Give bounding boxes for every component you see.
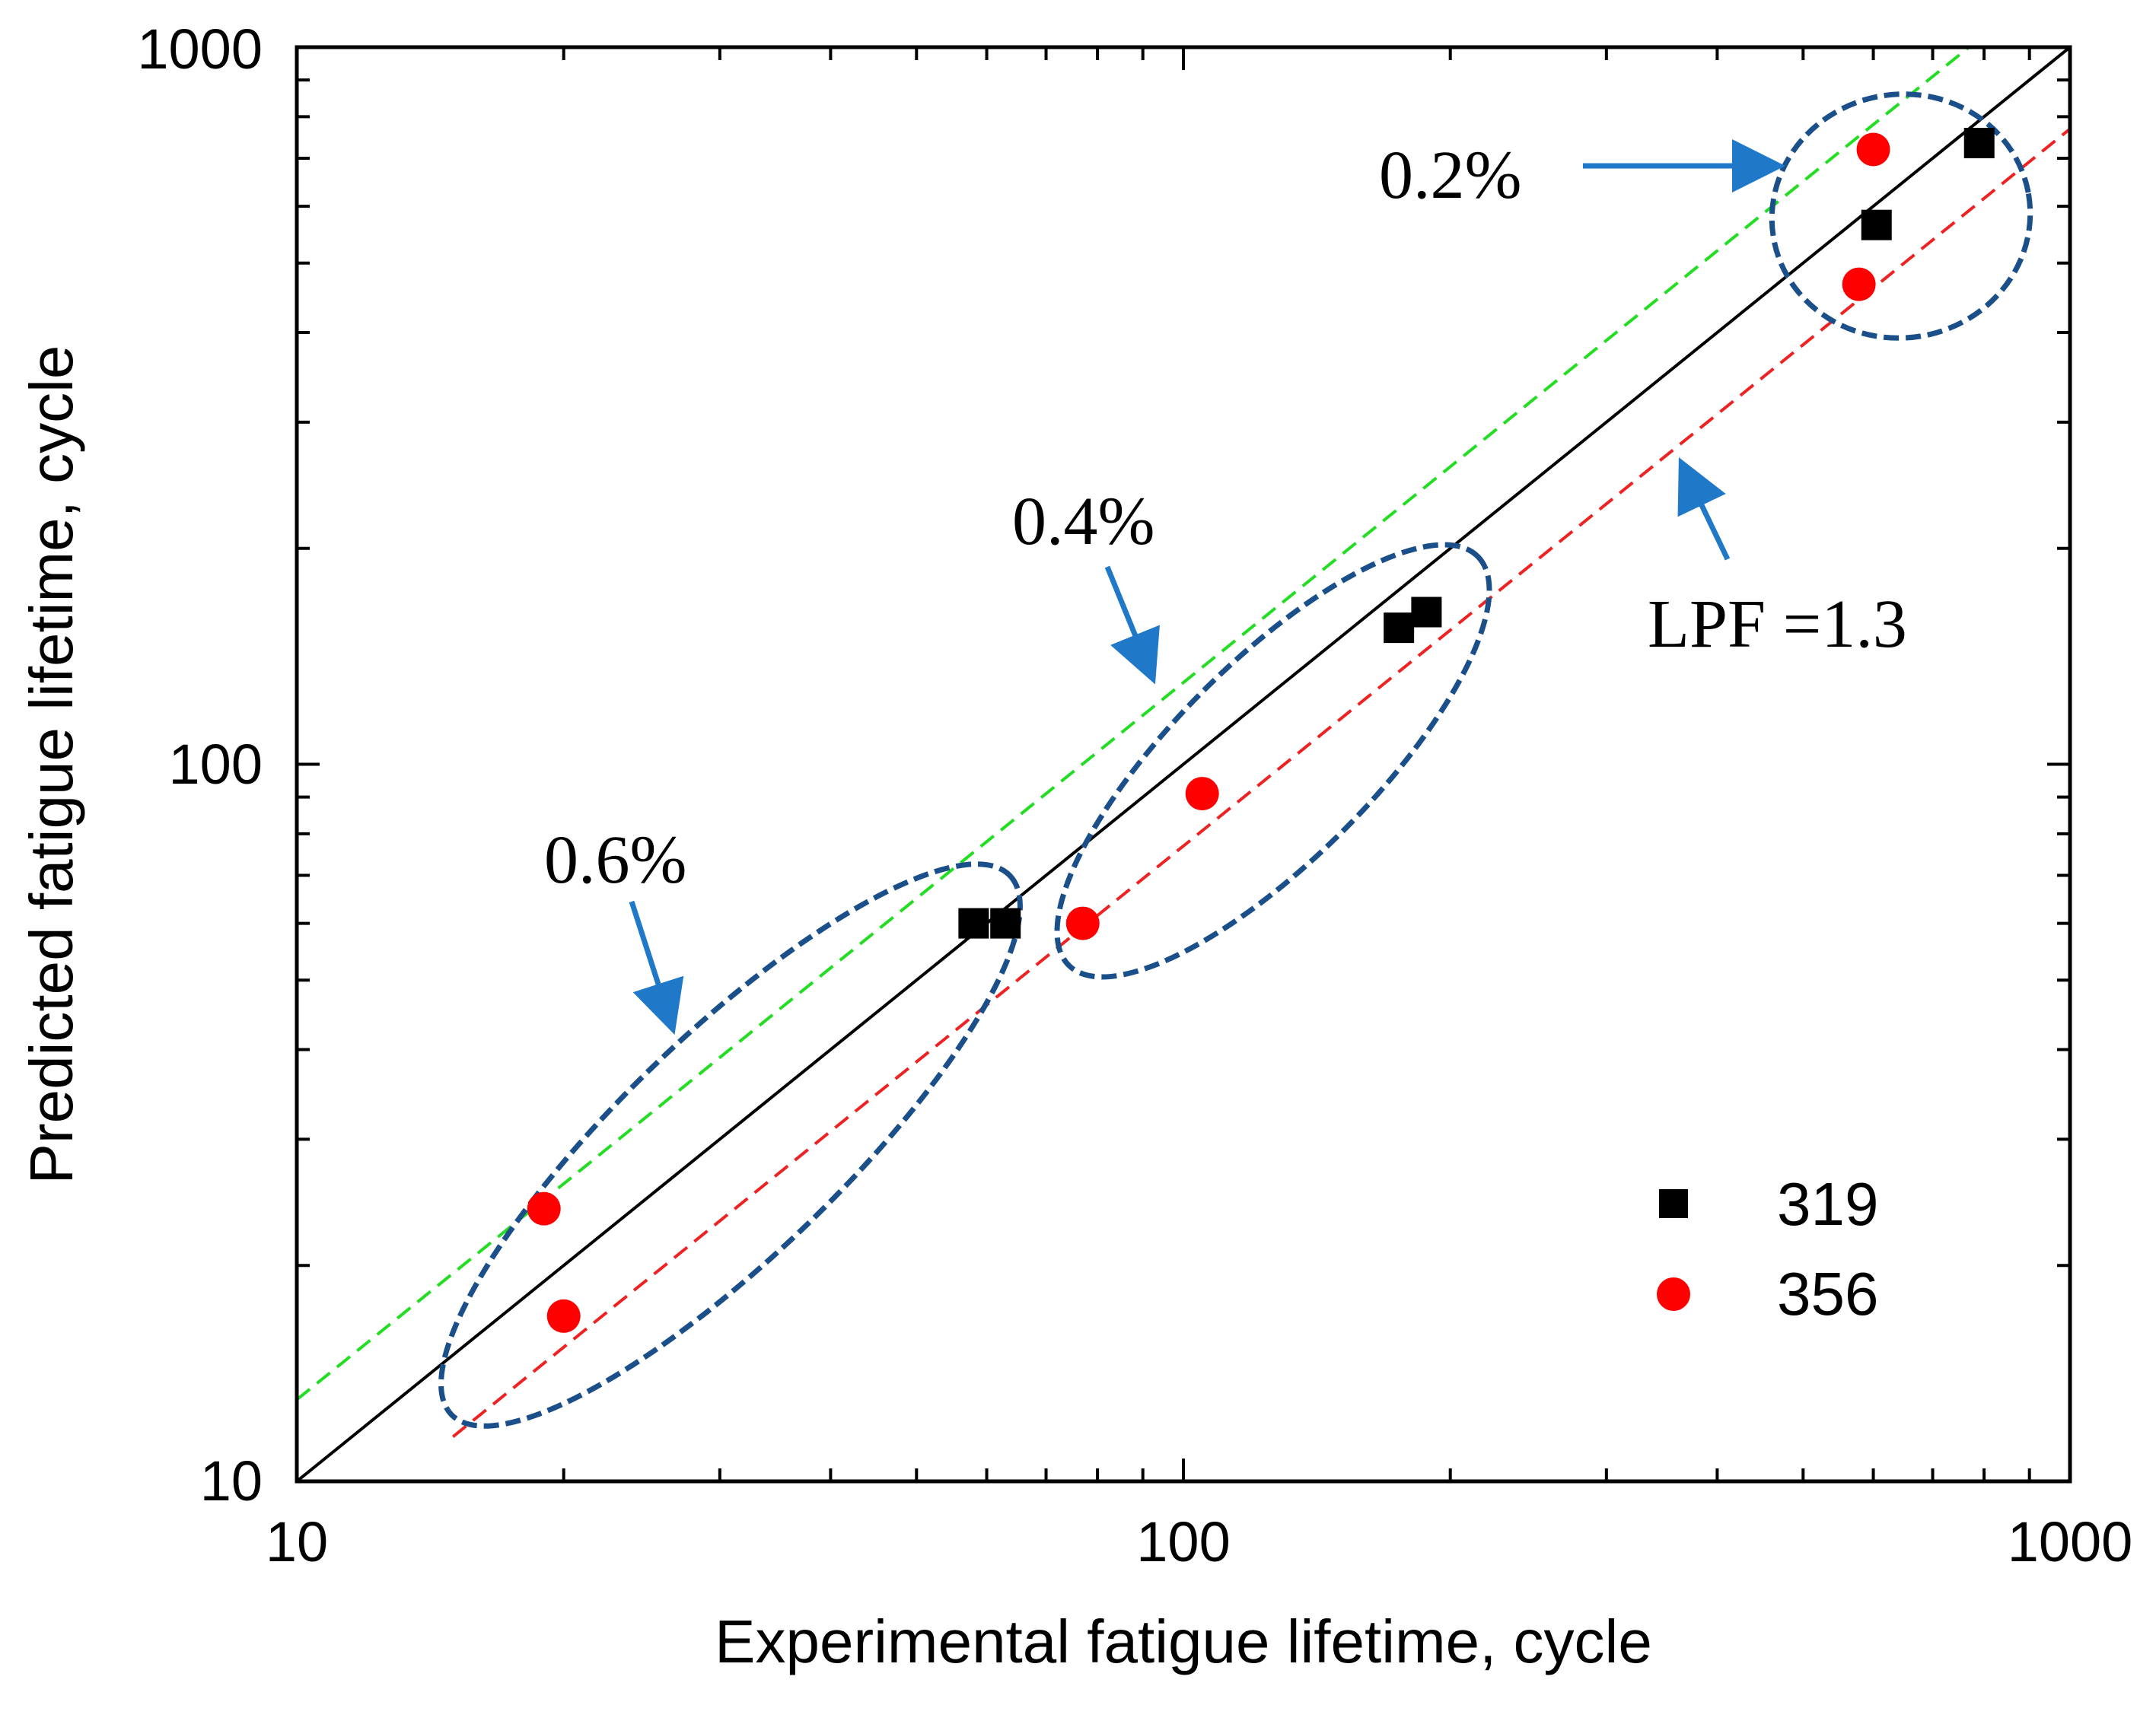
legend-label-319: 319 [1777,1170,1878,1238]
annotation-0-2-percent: 0.2% [1379,138,1521,213]
y-tick-label: 1000 [137,17,263,81]
x-tick-label: 100 [1136,1510,1230,1573]
arrow-0-4 [1104,565,1160,685]
plot-frame [295,45,2072,1484]
annotation-lpf: LPF =1.3 [1648,587,1907,662]
annotation-0-6-percent: 0.6% [544,822,686,898]
annotation-0-4-percent: 0.4% [1012,484,1154,559]
x-axis-title: Experimental fatigue lifetime, cycle [715,1608,1652,1675]
legend-label-356: 356 [1777,1260,1878,1328]
data-point-356 [1856,132,1890,167]
y-tick-label: 10 [200,1449,263,1513]
y-axis-title: Predicted fatigue lifetime, cycle [18,345,85,1185]
reference-line-equality [297,47,2070,1481]
data-point-319 [1384,612,1415,644]
group-ellipse-0-4 [1054,542,1492,980]
y-tick-label: 100 [169,733,263,796]
arrow-0-6 [629,900,684,1035]
data-point-356 [1842,267,1876,301]
reference-line-lower-bound [451,127,2070,1438]
data-point-356 [546,1299,581,1333]
reference-lines [297,47,2070,1481]
x-tick-label: 1000 [2008,1510,2133,1573]
data-point-319 [1861,209,1892,240]
annotation-arrows [629,139,1785,1035]
data-point-319 [1963,128,1995,159]
group-ellipse-0-2 [1769,91,2033,341]
data-point-356 [1065,906,1100,940]
data-point-356 [527,1191,561,1226]
arrow-lpf [1677,457,1731,561]
legend-marker-319 [1659,1189,1688,1218]
data-point-356 [1185,777,1219,811]
data-point-319 [990,908,1021,939]
data-point-319 [1411,596,1442,628]
x-tick-label: 10 [266,1510,328,1573]
data-points [527,128,1995,1333]
group-ellipses [438,91,2033,1429]
group-ellipse-0-6 [438,861,1023,1429]
legend-marker-356 [1657,1277,1690,1311]
data-point-319 [958,908,989,939]
